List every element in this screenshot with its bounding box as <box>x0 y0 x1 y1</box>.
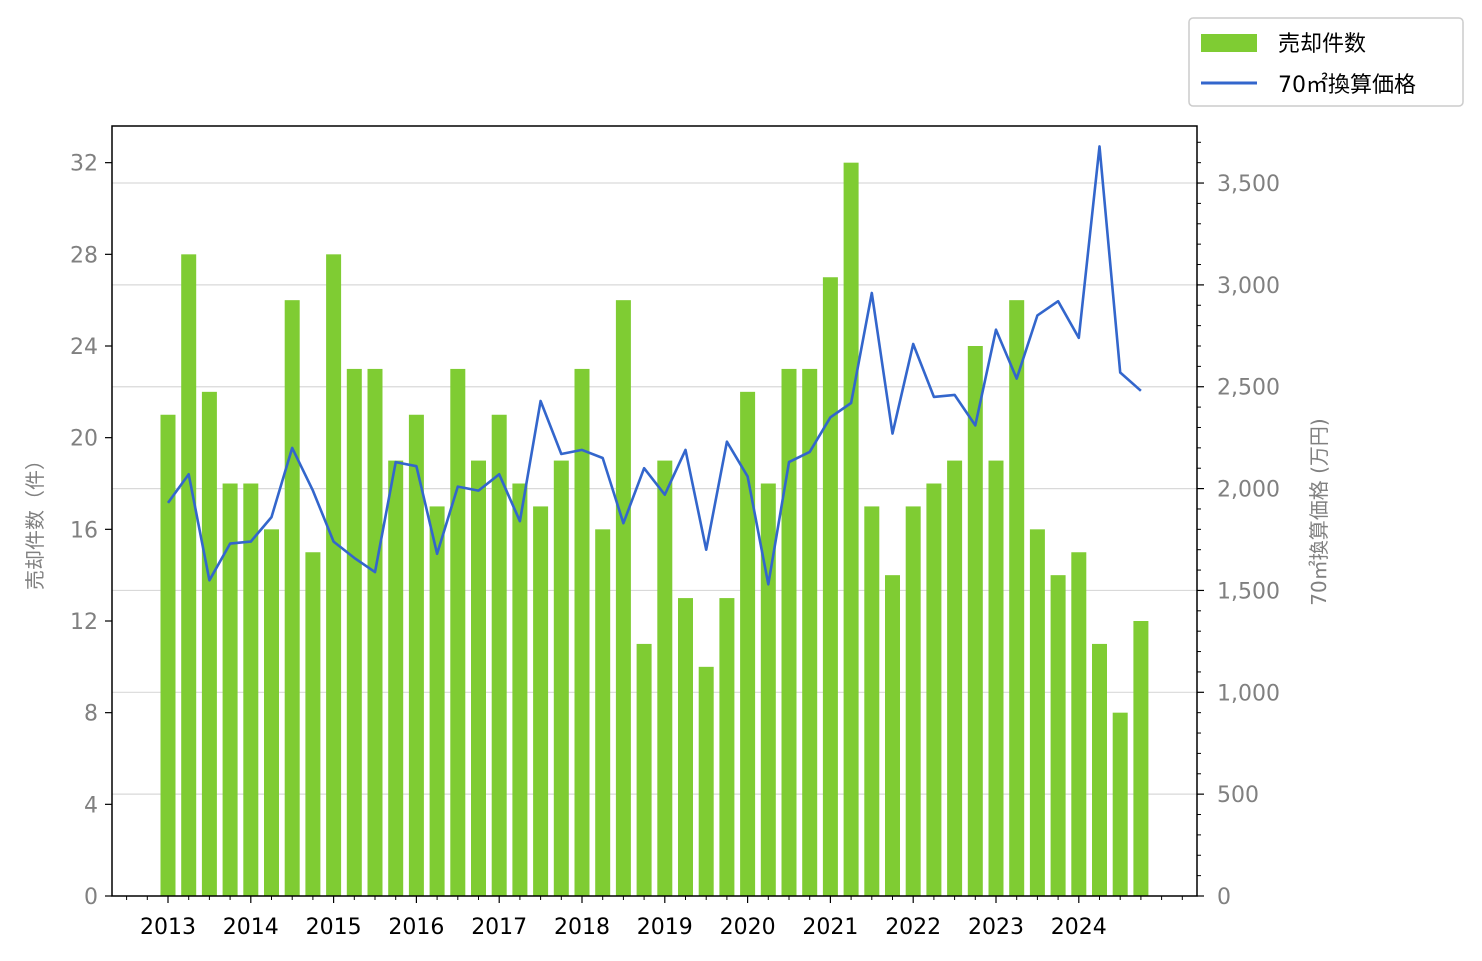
x-tick-label: 2023 <box>968 915 1024 940</box>
x-tick-label: 2022 <box>885 915 941 940</box>
x-tick-label: 2024 <box>1051 915 1107 940</box>
bar <box>533 506 549 896</box>
bar <box>595 529 611 896</box>
bar <box>657 460 673 896</box>
bar <box>988 460 1004 896</box>
y-left-tick-label: 28 <box>70 243 98 268</box>
x-axis: 2013 2014 2015 2016 2017 2018 2019 2020 2021 2022… <box>126 896 1183 940</box>
bar <box>305 552 321 896</box>
x-tick-label: 2015 <box>306 915 362 940</box>
bar <box>781 368 797 897</box>
y-left-tick-label: 12 <box>70 610 98 635</box>
bar <box>1071 552 1087 896</box>
bar <box>636 643 652 896</box>
bar <box>947 460 963 896</box>
bar <box>678 598 693 896</box>
bar <box>388 460 404 896</box>
x-tick-label: 2017 <box>471 915 527 940</box>
bar <box>1029 529 1045 896</box>
x-tick-label: 2019 <box>637 915 693 940</box>
y-right-tick-label: 1,000 <box>1217 681 1280 706</box>
bar <box>512 483 528 896</box>
x-tick-label: 2014 <box>223 915 279 940</box>
bar <box>574 368 590 897</box>
bar <box>698 666 714 896</box>
bar <box>408 414 424 896</box>
y-left-tick-label: 8 <box>84 702 98 727</box>
bar <box>740 391 756 896</box>
bar <box>326 254 342 897</box>
y-left-tick-label: 4 <box>84 793 98 818</box>
x-tick-label: 2018 <box>554 915 610 940</box>
y-left-tick-label: 0 <box>84 885 98 910</box>
bar <box>491 414 507 896</box>
bar <box>222 483 238 896</box>
legend-line-label: 70㎡換算価格 <box>1278 72 1416 98</box>
y-left-tick-label: 32 <box>70 152 98 177</box>
bar <box>843 162 859 896</box>
legend: 売却件数 70㎡換算価格 <box>1188 17 1464 107</box>
bar <box>905 506 921 896</box>
bar <box>429 506 445 896</box>
y-left-tick-label: 16 <box>70 518 98 543</box>
bar <box>471 460 486 896</box>
y-right-tick-label: 2,500 <box>1217 376 1280 401</box>
line-series <box>166 145 1142 586</box>
y-right-tick-label: 500 <box>1217 783 1259 808</box>
y-axis-left-label: 売却件数（件） <box>23 450 47 590</box>
x-tick-label: 2020 <box>720 915 776 940</box>
x-tick-label: 2013 <box>140 915 196 940</box>
bar-series <box>160 162 1149 897</box>
bar <box>346 368 362 897</box>
bar <box>1133 621 1149 896</box>
price-line <box>166 145 1142 586</box>
bar <box>760 483 776 896</box>
y-right-tick-label: 0 <box>1217 885 1231 910</box>
bar <box>181 254 197 897</box>
bar <box>367 368 383 897</box>
left-axis: 0 4 8 12 16 20 24 28 32 <box>70 152 112 910</box>
bar <box>1092 643 1107 896</box>
bar <box>926 483 942 896</box>
bar <box>264 529 279 896</box>
bar <box>967 346 983 896</box>
bar <box>201 391 217 896</box>
legend-box <box>1188 17 1464 107</box>
legend-bar-label: 売却件数 <box>1278 32 1366 57</box>
plot-frame <box>111 125 1198 897</box>
bar <box>802 368 818 897</box>
x-tick-label: 2016 <box>388 915 444 940</box>
y-right-tick-label: 3,500 <box>1217 172 1280 197</box>
y-axis-right-label: 70㎡換算価格 (万円) <box>1307 418 1331 605</box>
bar <box>284 300 300 897</box>
bar <box>822 277 838 896</box>
bar <box>864 506 880 896</box>
y-left-tick-label: 24 <box>70 335 98 360</box>
bar <box>450 368 466 897</box>
bar <box>615 300 631 897</box>
y-left-tick-label: 20 <box>70 427 98 452</box>
bar <box>885 575 900 896</box>
y-right-tick-label: 1,500 <box>1217 579 1280 604</box>
bar <box>553 460 569 896</box>
bar <box>160 414 176 896</box>
bar <box>1009 300 1025 897</box>
bar <box>243 483 259 896</box>
right-axis: 0 500 1,000 1,500 2,000 2,500 3,000 3,500 <box>1197 141 1280 910</box>
x-tick-label: 2021 <box>802 915 858 940</box>
bar <box>1112 712 1128 896</box>
legend-bar-swatch <box>1201 34 1257 52</box>
y-right-tick-label: 3,000 <box>1217 274 1280 299</box>
bar <box>719 598 735 896</box>
bar <box>1050 575 1066 896</box>
y-right-tick-label: 2,000 <box>1217 478 1280 503</box>
